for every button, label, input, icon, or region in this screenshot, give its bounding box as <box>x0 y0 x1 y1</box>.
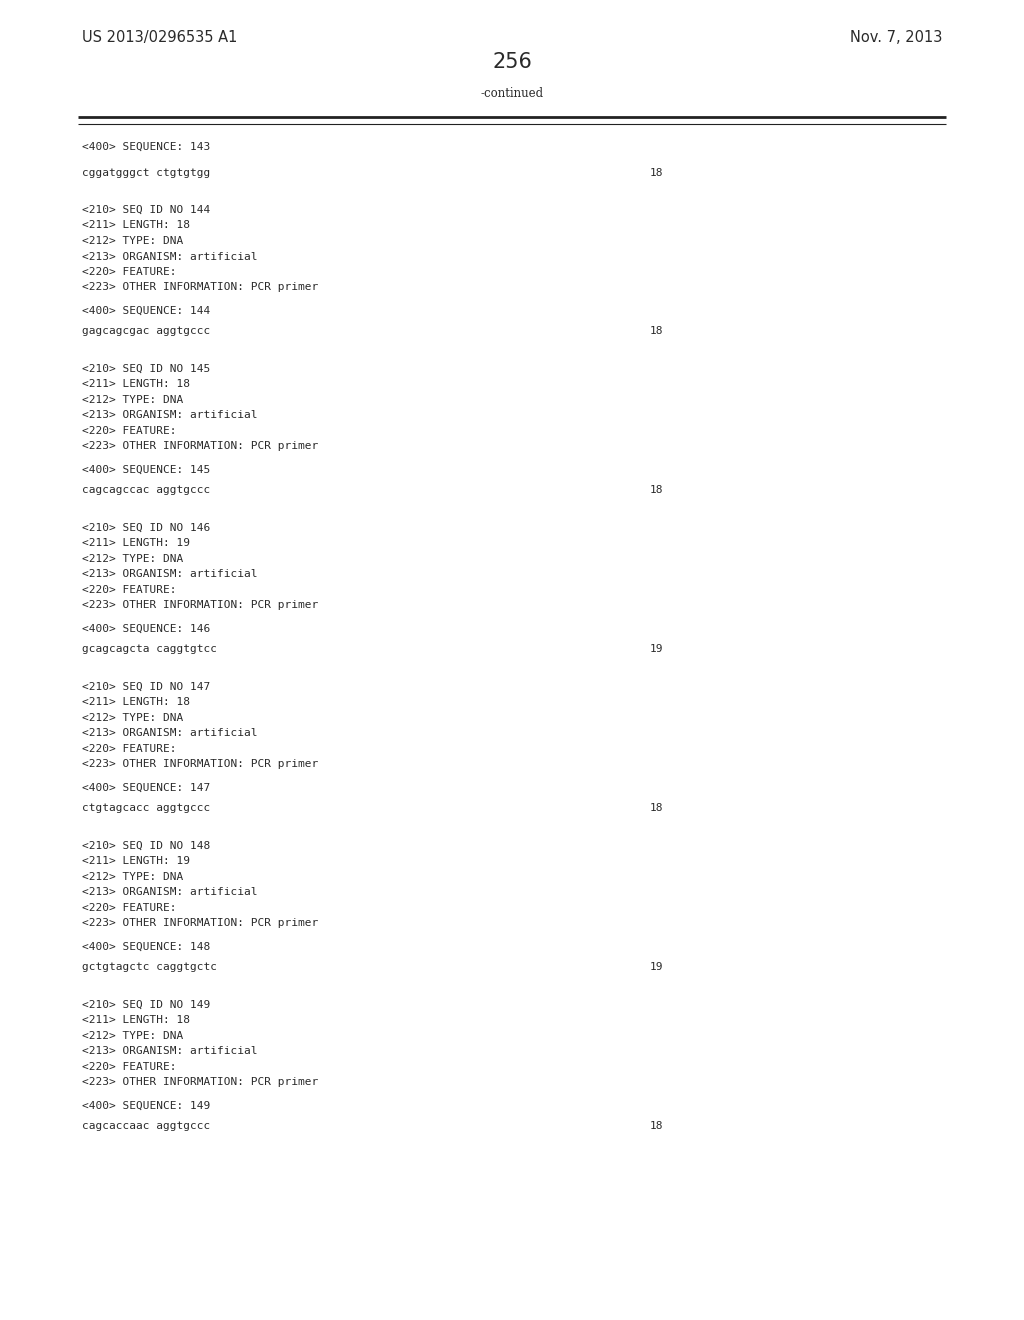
Text: <213> ORGANISM: artificial: <213> ORGANISM: artificial <box>82 411 257 421</box>
Text: <400> SEQUENCE: 146: <400> SEQUENCE: 146 <box>82 624 210 634</box>
Text: <223> OTHER INFORMATION: PCR primer: <223> OTHER INFORMATION: PCR primer <box>82 919 318 928</box>
Text: <220> FEATURE:: <220> FEATURE: <box>82 744 176 754</box>
Text: <212> TYPE: DNA: <212> TYPE: DNA <box>82 236 183 246</box>
Text: <223> OTHER INFORMATION: PCR primer: <223> OTHER INFORMATION: PCR primer <box>82 282 318 293</box>
Text: <400> SEQUENCE: 144: <400> SEQUENCE: 144 <box>82 306 210 315</box>
Text: <212> TYPE: DNA: <212> TYPE: DNA <box>82 554 183 564</box>
Text: 18: 18 <box>650 1122 664 1131</box>
Text: <220> FEATURE:: <220> FEATURE: <box>82 585 176 595</box>
Text: 18: 18 <box>650 326 664 337</box>
Text: <211> LENGTH: 18: <211> LENGTH: 18 <box>82 697 190 708</box>
Text: <400> SEQUENCE: 149: <400> SEQUENCE: 149 <box>82 1101 210 1111</box>
Text: <213> ORGANISM: artificial: <213> ORGANISM: artificial <box>82 729 257 738</box>
Text: <220> FEATURE:: <220> FEATURE: <box>82 1063 176 1072</box>
Text: <210> SEQ ID NO 148: <210> SEQ ID NO 148 <box>82 841 210 851</box>
Text: <212> TYPE: DNA: <212> TYPE: DNA <box>82 1031 183 1041</box>
Text: ctgtagcacc aggtgccc: ctgtagcacc aggtgccc <box>82 804 210 813</box>
Text: <223> OTHER INFORMATION: PCR primer: <223> OTHER INFORMATION: PCR primer <box>82 441 318 451</box>
Text: cggatgggct ctgtgtgg: cggatgggct ctgtgtgg <box>82 168 210 177</box>
Text: Nov. 7, 2013: Nov. 7, 2013 <box>850 30 942 45</box>
Text: 19: 19 <box>650 644 664 655</box>
Text: 18: 18 <box>650 804 664 813</box>
Text: <223> OTHER INFORMATION: PCR primer: <223> OTHER INFORMATION: PCR primer <box>82 1077 318 1088</box>
Text: 18: 18 <box>650 168 664 177</box>
Text: <211> LENGTH: 18: <211> LENGTH: 18 <box>82 1015 190 1026</box>
Text: <210> SEQ ID NO 146: <210> SEQ ID NO 146 <box>82 523 210 533</box>
Text: <220> FEATURE:: <220> FEATURE: <box>82 903 176 913</box>
Text: <223> OTHER INFORMATION: PCR primer: <223> OTHER INFORMATION: PCR primer <box>82 759 318 770</box>
Text: gctgtagctc caggtgctc: gctgtagctc caggtgctc <box>82 962 217 973</box>
Text: <213> ORGANISM: artificial: <213> ORGANISM: artificial <box>82 887 257 898</box>
Text: <220> FEATURE:: <220> FEATURE: <box>82 426 176 436</box>
Text: <212> TYPE: DNA: <212> TYPE: DNA <box>82 873 183 882</box>
Text: <210> SEQ ID NO 145: <210> SEQ ID NO 145 <box>82 364 210 374</box>
Text: <210> SEQ ID NO 147: <210> SEQ ID NO 147 <box>82 682 210 692</box>
Text: cagcagccac aggtgccc: cagcagccac aggtgccc <box>82 486 210 495</box>
Text: <211> LENGTH: 19: <211> LENGTH: 19 <box>82 857 190 866</box>
Text: <212> TYPE: DNA: <212> TYPE: DNA <box>82 395 183 405</box>
Text: <213> ORGANISM: artificial: <213> ORGANISM: artificial <box>82 252 257 261</box>
Text: <210> SEQ ID NO 149: <210> SEQ ID NO 149 <box>82 1001 210 1010</box>
Text: <223> OTHER INFORMATION: PCR primer: <223> OTHER INFORMATION: PCR primer <box>82 601 318 610</box>
Text: <211> LENGTH: 18: <211> LENGTH: 18 <box>82 220 190 231</box>
Text: <213> ORGANISM: artificial: <213> ORGANISM: artificial <box>82 569 257 579</box>
Text: gagcagcgac aggtgccc: gagcagcgac aggtgccc <box>82 326 210 337</box>
Text: -continued: -continued <box>480 87 544 100</box>
Text: 18: 18 <box>650 486 664 495</box>
Text: <400> SEQUENCE: 143: <400> SEQUENCE: 143 <box>82 143 210 152</box>
Text: <220> FEATURE:: <220> FEATURE: <box>82 267 176 277</box>
Text: cagcaccaac aggtgccc: cagcaccaac aggtgccc <box>82 1122 210 1131</box>
Text: gcagcagcta caggtgtcc: gcagcagcta caggtgtcc <box>82 644 217 655</box>
Text: <400> SEQUENCE: 147: <400> SEQUENCE: 147 <box>82 783 210 793</box>
Text: <211> LENGTH: 18: <211> LENGTH: 18 <box>82 379 190 389</box>
Text: US 2013/0296535 A1: US 2013/0296535 A1 <box>82 30 238 45</box>
Text: <210> SEQ ID NO 144: <210> SEQ ID NO 144 <box>82 205 210 215</box>
Text: <212> TYPE: DNA: <212> TYPE: DNA <box>82 713 183 723</box>
Text: <400> SEQUENCE: 145: <400> SEQUENCE: 145 <box>82 465 210 475</box>
Text: <213> ORGANISM: artificial: <213> ORGANISM: artificial <box>82 1047 257 1056</box>
Text: <211> LENGTH: 19: <211> LENGTH: 19 <box>82 539 190 549</box>
Text: 256: 256 <box>493 51 531 73</box>
Text: 19: 19 <box>650 962 664 973</box>
Text: <400> SEQUENCE: 148: <400> SEQUENCE: 148 <box>82 942 210 952</box>
